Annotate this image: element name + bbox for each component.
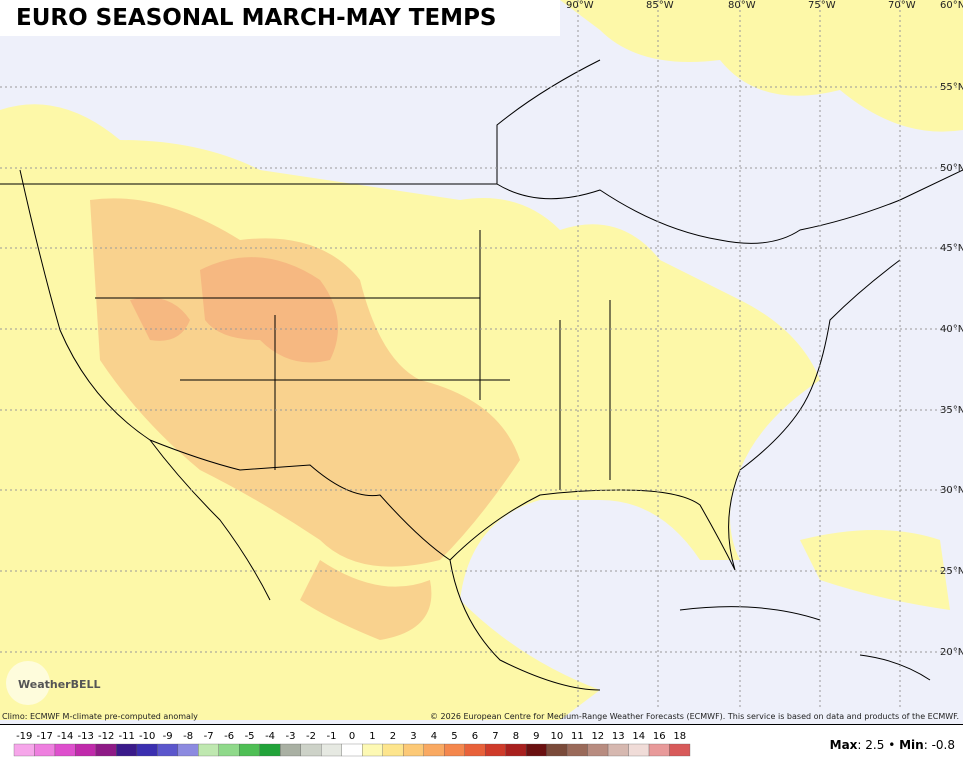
colorbar-swatch	[607, 743, 629, 757]
latitude-label: 45°N	[940, 243, 963, 254]
map: WeatherBELL 90°W 85°W 80°W 75°W 70°W 60°N 55°N…	[0, 0, 963, 725]
colorbar-label: -7	[204, 731, 214, 742]
colorbar-swatch	[341, 743, 363, 757]
colorbar-label: -6	[224, 731, 234, 742]
warmer-area	[90, 198, 520, 640]
colorbar: -19 -17 -14 -13 -12 -11 -10 -9 -8 -7 -6 -5 -4 -3 -2 -1 0…	[13, 731, 691, 757]
colorbar-swatch	[95, 743, 117, 757]
colorbar-label: -4	[265, 731, 275, 742]
max-label: Max	[829, 738, 858, 752]
latitude-label: 50°N	[940, 163, 963, 174]
colorbar-swatch	[444, 743, 465, 757]
colorbar-swatch	[669, 743, 691, 757]
colorbar-swatch	[34, 743, 56, 757]
colorbar-swatch	[54, 743, 76, 757]
colorbar-label: -9	[163, 731, 173, 742]
colorbar-label: 5	[451, 731, 457, 742]
longitude-label: 90°W	[566, 0, 594, 11]
climo-note: Climo: ECMWF M-climate pre-computed anom…	[2, 712, 198, 721]
divider	[0, 724, 963, 725]
latitude-label: 20°N	[940, 647, 963, 658]
colorbar-swatch	[198, 743, 219, 757]
latitude-label: 55°N	[940, 82, 963, 93]
warmest-area	[130, 257, 338, 363]
colorbar-label: 0	[349, 731, 355, 742]
colorbar-swatch	[628, 743, 650, 757]
colorbar-swatch	[75, 743, 97, 757]
longitude-label: 80°W	[728, 0, 756, 11]
colorbar-swatch	[403, 743, 424, 757]
colorbar-label: 18	[673, 731, 686, 742]
colorbar-label: -10	[139, 731, 155, 742]
colorbar-label: -11	[118, 731, 134, 742]
colorbar-swatch	[382, 743, 404, 757]
colorbar-label: 1	[369, 731, 375, 742]
colorbar-label: 14	[632, 731, 645, 742]
colorbar-swatch	[116, 743, 138, 757]
colorbar-label: -17	[37, 731, 53, 742]
title: EURO SEASONAL MARCH-MAY TEMPS	[0, 0, 560, 36]
latitude-label: 60°N	[940, 0, 963, 11]
colorbar-swatch	[648, 743, 670, 757]
colorbar-label: -19	[16, 731, 32, 742]
max-min: Max: 2.5 • Min: -0.8	[829, 738, 955, 752]
colorbar-swatch	[321, 743, 342, 757]
colorbar-swatch	[300, 743, 322, 757]
colorbar-swatch	[423, 743, 445, 757]
colorbar-label: -1	[327, 731, 337, 742]
colorbar-label: 16	[653, 731, 666, 742]
colorbar-label: -12	[98, 731, 114, 742]
colorbar-swatch	[587, 743, 609, 757]
colorbar-label: 12	[591, 731, 604, 742]
colorbar-label: -5	[245, 731, 255, 742]
boundaries	[0, 59, 963, 691]
colorbar-swatch	[505, 743, 527, 757]
colorbar-label: 8	[513, 731, 519, 742]
latitude-label: 30°N	[940, 485, 963, 496]
colorbar-swatch	[546, 743, 568, 757]
colorbar-label: 7	[492, 731, 498, 742]
latitude-label: 25°N	[940, 566, 963, 577]
latitude-label: 40°N	[940, 324, 963, 335]
colorbar-label: 13	[612, 731, 625, 742]
colorbar-label: 6	[472, 731, 478, 742]
colorbar-label: -14	[57, 731, 73, 742]
colorbar-swatch	[259, 743, 281, 757]
colorbar-swatch	[157, 743, 179, 757]
colorbar-swatch	[280, 743, 301, 757]
longitude-label: 75°W	[808, 0, 836, 11]
graticule	[0, 0, 963, 710]
colorbar-swatch	[218, 743, 240, 757]
longitude-label: 85°W	[646, 0, 674, 11]
colorbar-swatch	[362, 743, 383, 757]
min-value: -0.8	[931, 738, 955, 752]
colorbar-swatch	[136, 743, 158, 757]
colorbar-label: 3	[410, 731, 416, 742]
colorbar-label: -8	[183, 731, 193, 742]
separator: •	[888, 738, 896, 752]
colorbar-label: 10	[550, 731, 563, 742]
min-label: Min	[899, 738, 924, 752]
colorbar-label: -3	[286, 731, 296, 742]
colorbar-label: 2	[390, 731, 396, 742]
latitude-label: 35°N	[940, 405, 963, 416]
colorbar-swatch	[177, 743, 199, 757]
colorbar-label: 9	[533, 731, 539, 742]
colorbar-label: 4	[431, 731, 437, 742]
colorbar-label: -13	[78, 731, 94, 742]
colorbar-swatch	[525, 743, 547, 757]
copyright: © 2026 European Centre for Medium-Range …	[430, 712, 959, 721]
colorbar-label: 11	[571, 731, 584, 742]
longitude-label: 70°W	[888, 0, 916, 11]
colorbar-swatch	[464, 743, 486, 757]
max-value: 2.5	[865, 738, 885, 752]
colorbar-swatch	[239, 743, 260, 757]
colorbar-swatch	[13, 743, 35, 757]
colorbar-label: -2	[306, 731, 316, 742]
logo-mark	[6, 661, 50, 705]
colorbar-swatch	[566, 743, 588, 757]
colorbar-swatch	[485, 743, 506, 757]
logo: WeatherBELL	[18, 678, 101, 691]
